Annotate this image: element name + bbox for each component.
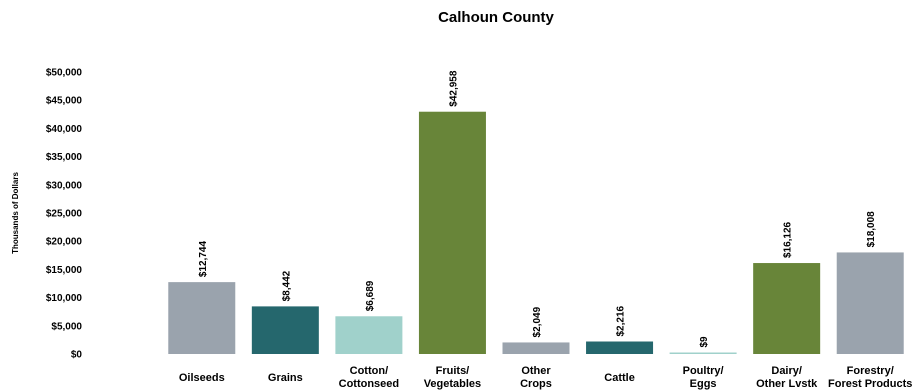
bar <box>836 252 904 354</box>
bar <box>586 341 654 354</box>
x-tick-label: Poultry/ <box>683 365 724 377</box>
y-tick-label: $20,000 <box>46 237 83 248</box>
x-tick-label: Eggs <box>690 378 717 390</box>
bar <box>335 316 403 354</box>
y-tick-label: $5,000 <box>51 321 82 332</box>
x-tick-label: Oilseeds <box>179 372 225 384</box>
data-label: $42,958 <box>448 70 459 107</box>
y-tick-label: $30,000 <box>46 180 83 191</box>
x-tick-label: Grains <box>268 372 303 384</box>
y-tick-label: $50,000 <box>46 68 83 79</box>
data-label: $6,689 <box>365 280 376 311</box>
y-axis-label: Thousands of Dollars <box>11 172 20 254</box>
y-tick-label: $35,000 <box>46 152 83 163</box>
data-label: $9 <box>699 336 710 348</box>
bar <box>669 352 737 354</box>
x-tick-label: Fruits/ <box>436 365 470 377</box>
chart-title: Calhoun County <box>438 9 554 26</box>
bar <box>168 282 236 354</box>
bar <box>753 263 821 354</box>
y-tick-label: $45,000 <box>46 96 83 107</box>
x-tick-label: Vegetables <box>424 378 481 390</box>
y-axis-ticks: $0 $5,000 $10,000 $15,000 $20,000 $25,000 $30,… <box>46 68 83 361</box>
x-tick-label: Crops <box>520 378 552 390</box>
data-label: $8,442 <box>281 270 292 301</box>
data-label: $18,008 <box>866 211 877 248</box>
x-tick-label: Other <box>521 365 551 377</box>
bar <box>251 306 319 354</box>
bar <box>502 342 570 354</box>
y-tick-label: $10,000 <box>46 293 83 304</box>
x-tick-label: Other Lvstk <box>756 378 818 390</box>
x-tick-label: Cattle <box>604 372 635 384</box>
data-label: $2,049 <box>532 306 543 337</box>
x-tick-label: Cottonseed <box>339 378 400 390</box>
x-tick-label: Cotton/ <box>350 365 388 377</box>
x-tick-label: Forestry/ <box>847 365 894 377</box>
bars <box>168 111 904 354</box>
x-tick-label: Forest Products <box>828 378 912 390</box>
data-label: $16,126 <box>783 221 794 258</box>
y-tick-label: $40,000 <box>46 124 83 135</box>
y-tick-label: $0 <box>71 350 83 361</box>
x-tick-label: Dairy/ <box>771 365 802 377</box>
y-tick-label: $25,000 <box>46 209 83 220</box>
data-label: $12,744 <box>198 241 209 278</box>
x-axis-ticks: Oilseeds Grains Cotton/Cottonseed Fruits/Ve… <box>179 365 913 390</box>
data-label: $2,216 <box>616 305 627 336</box>
bar <box>418 111 486 354</box>
y-tick-label: $15,000 <box>46 265 83 276</box>
data-labels: $12,744 $8,442 $6,689 $42,958 $2,049 $2,216 $9… <box>198 70 877 347</box>
